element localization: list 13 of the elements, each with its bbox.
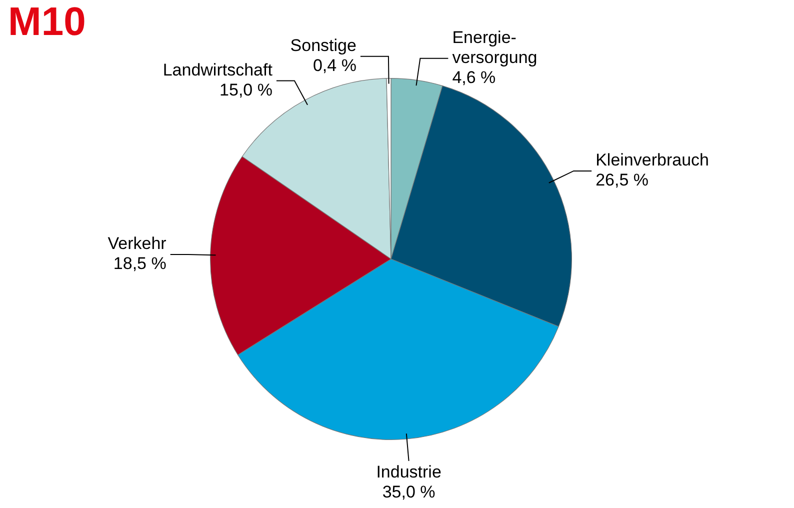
slice-label: Energie-versorgung [452, 28, 538, 68]
chart-title: M10 [8, 0, 86, 45]
slice-label: Landwirtschaft [162, 60, 273, 80]
data-label: 4,6 % [452, 68, 496, 88]
data-label: 35,0 % [382, 482, 436, 502]
data-label: 15,0 % [220, 80, 272, 100]
slice-label: Kleinverbrauch [596, 150, 709, 170]
data-label: 18,5 % [113, 254, 166, 274]
slice-label: Industrie [376, 462, 442, 482]
slice-label: Verkehr [108, 234, 167, 254]
data-label: 26,5 % [596, 170, 649, 190]
slice-label: Sonstige [290, 36, 356, 56]
data-label: 0,4 % [312, 56, 356, 76]
